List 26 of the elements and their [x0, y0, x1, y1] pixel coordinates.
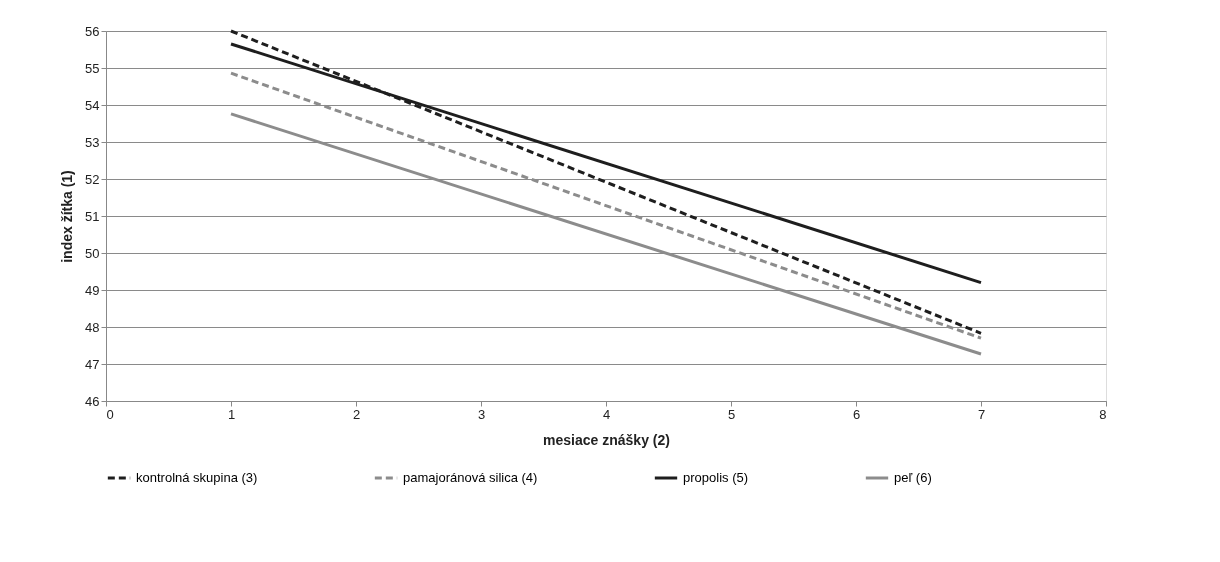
legend-label: kontrolná skupina (3)	[136, 470, 258, 485]
x-tick-label: 5	[727, 406, 736, 422]
x-tick-label: 0	[106, 406, 114, 422]
y-tick-label: 55	[85, 60, 100, 76]
legend-label: peľ (6)	[894, 470, 932, 485]
x-tick-label: 3	[477, 406, 486, 422]
y-tick-label: 53	[85, 134, 100, 150]
legend-label: pamajoránová silica (4)	[403, 470, 538, 485]
x-tick-label: 6	[852, 406, 861, 422]
x-tick-label: 2	[352, 406, 361, 422]
x-tick-label: 1	[227, 406, 236, 422]
y-tick-label: 52	[85, 171, 100, 187]
y-tick-label: 54	[85, 97, 100, 113]
y-tick-label: 49	[85, 282, 100, 298]
y-tick-label: 47	[85, 356, 100, 372]
x-tick-label: 7	[977, 406, 986, 422]
x-tick-label: 4	[602, 406, 611, 422]
x-tick-label: 8	[1099, 406, 1107, 422]
y-tick-label: 46	[85, 393, 100, 409]
y-tick-label: 50	[85, 245, 100, 261]
y-tick-label: 48	[85, 319, 100, 335]
x-axis-title: mesiace znášky (2)	[543, 431, 670, 448]
y-tick-label: 56	[85, 23, 100, 39]
y-axis-title: index žítka (1)	[59, 170, 76, 263]
legend-label: propolis (5)	[683, 470, 749, 485]
y-tick-label: 51	[85, 208, 100, 224]
